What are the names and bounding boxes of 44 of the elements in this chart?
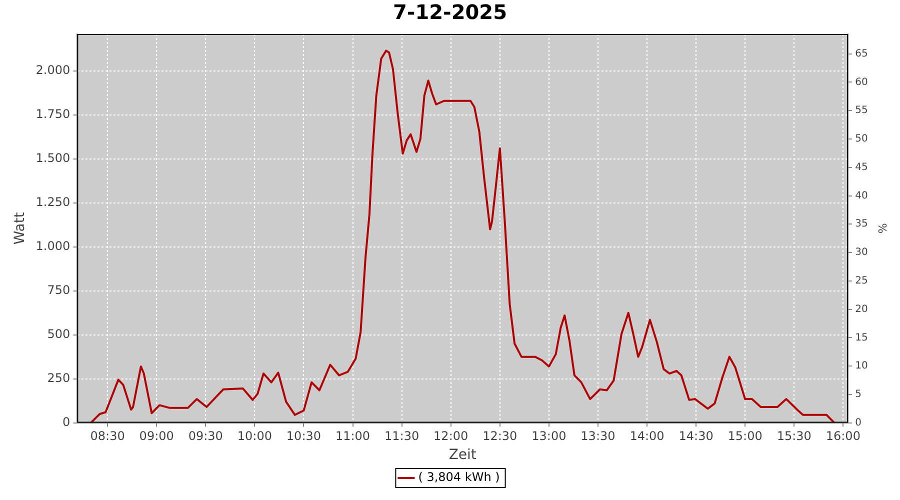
x-tick-label: 10:30 (286, 429, 322, 444)
x-tick-label: 15:00 (728, 429, 762, 444)
y2-tick-label: 25 (855, 275, 868, 286)
y-tick-label: 1.000 (36, 238, 70, 253)
y2-tick-label: 35 (855, 218, 868, 230)
x-tick-label: 14:00 (630, 429, 664, 444)
x-axis-title: Zeit (448, 447, 477, 464)
x-tick-label: 08:30 (90, 429, 125, 444)
x-tick-label: 12:00 (434, 429, 468, 444)
x-tick-label: 16:00 (826, 429, 860, 444)
x-tick-label: 14:30 (678, 429, 714, 444)
y2-tick-label: 65 (855, 48, 868, 60)
y-tick-label: 0 (62, 414, 70, 429)
x-tick-label: 15:30 (776, 429, 812, 444)
y-tick-label: 750 (47, 282, 70, 297)
x-tick-label: 12:30 (482, 429, 518, 444)
y2-tick-label: 0 (855, 417, 862, 428)
y-axis-title: Watt (12, 212, 28, 245)
y2-axis-title: % (876, 223, 889, 234)
y2-tick-label: 10 (855, 360, 868, 372)
x-tick-label: 09:00 (139, 429, 174, 444)
y2-tick-label: 20 (855, 304, 868, 315)
y-tick-label: 2.000 (36, 63, 70, 78)
y2-tick-label: 50 (855, 134, 868, 145)
x-tick-label: 09:30 (188, 429, 223, 444)
y-tick-label: 250 (47, 370, 70, 385)
y-tick-label: 1.500 (36, 151, 70, 166)
y2-tick-label: 60 (855, 76, 868, 88)
y-tick-label: 1.750 (36, 107, 70, 122)
chart-title: 7-12-2025 (392, 0, 508, 24)
y2-tick-label: 40 (855, 190, 868, 202)
y-tick-label: 1.250 (36, 195, 70, 210)
y2-tick-label: 5 (855, 389, 862, 400)
x-tick-label: 11:30 (384, 429, 420, 444)
x-tick-label: 11:00 (335, 429, 370, 444)
x-tick-label: 10:00 (237, 429, 272, 444)
y-tick-label: 500 (47, 326, 70, 341)
y2-tick-label: 45 (855, 162, 868, 173)
legend-label: ( 3,804 kWh ) (418, 470, 500, 484)
y2-tick-label: 15 (855, 332, 868, 344)
x-tick-label: 13:30 (580, 429, 616, 444)
x-tick-label: 13:00 (532, 429, 566, 444)
y2-tick-label: 55 (855, 105, 868, 116)
y2-tick-label: 30 (855, 247, 868, 258)
